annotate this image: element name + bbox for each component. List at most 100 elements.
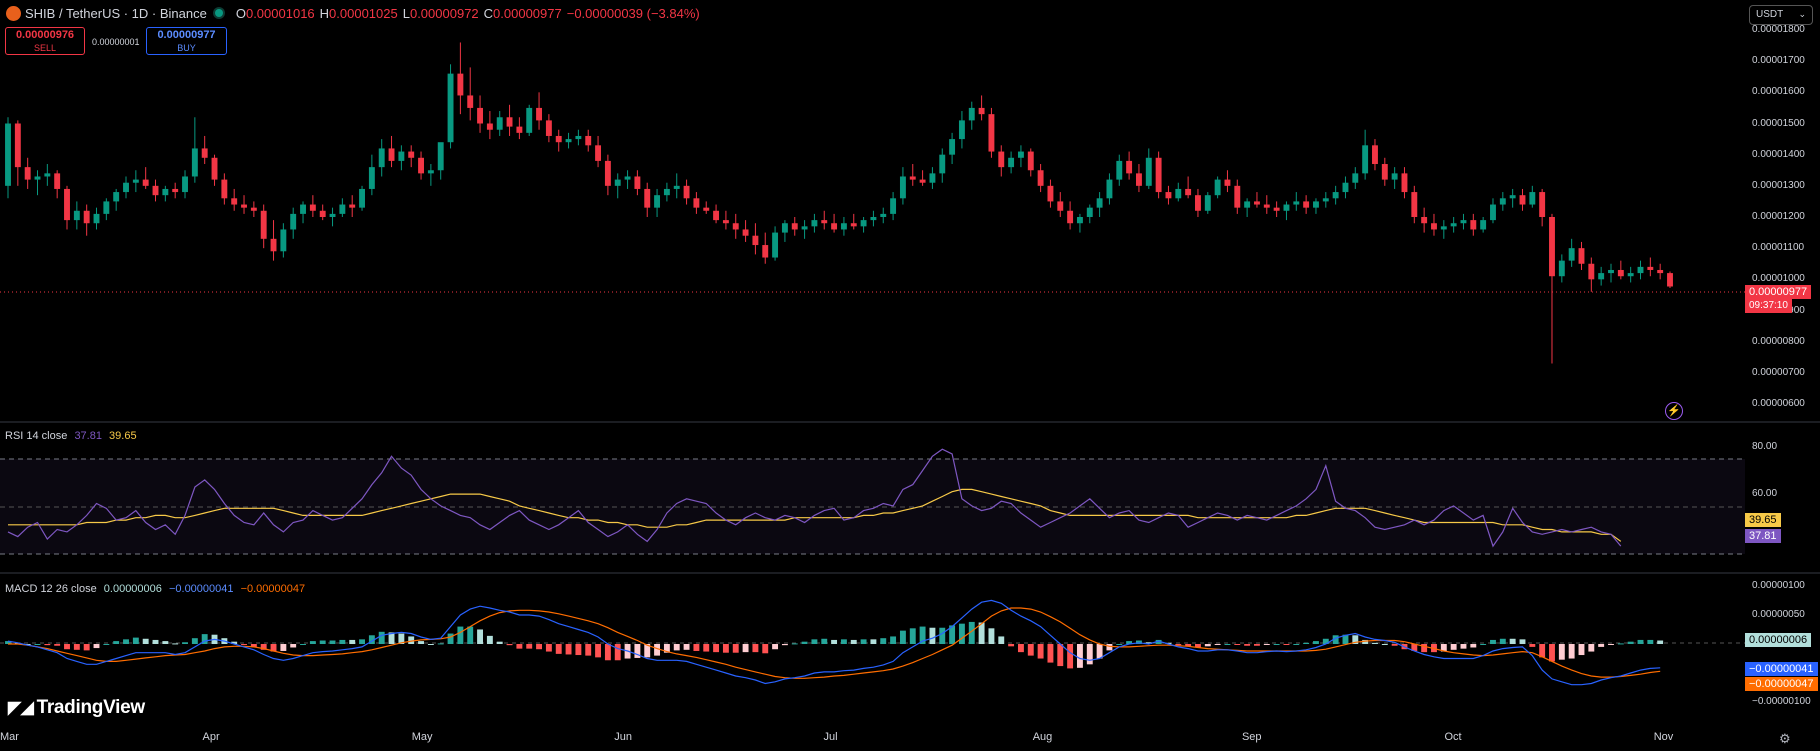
macd-axis-tick: 0.00000050 [1752,608,1805,620]
low-value: 0.00000972 [409,5,479,21]
gear-icon[interactable]: ⚙ [1779,731,1791,746]
macd-hist-bar [1627,641,1634,644]
candle-body [595,145,602,161]
macd-hist-bar [1234,644,1241,645]
macd-hist-bar [890,636,897,644]
macd-hist-bar [772,644,779,650]
candle-body [1549,217,1555,277]
candle-body [14,123,21,168]
buy-button[interactable]: 0.00000977 BUY [146,27,227,55]
candle-body [24,167,31,180]
macd-hist-bar [241,644,247,645]
rsi-title: RSI 14 close [5,430,68,442]
candle-body [1637,266,1644,274]
macd-hist-bar [899,630,906,644]
candle-body [781,223,788,233]
macd-hist-bar [309,641,316,644]
candle-body [398,151,405,161]
candle-body [939,154,946,174]
candle-body [1254,201,1260,205]
candle-body [368,167,375,189]
last-price-label: 0.00000977 [1745,285,1812,299]
macd-hist-bar [1057,644,1064,667]
macd-hist-bar [801,641,808,644]
macd-hist-bar [870,639,877,644]
macd-hist-bar [1460,644,1467,649]
candle-body [250,207,257,211]
macd-hist-bar [73,644,80,650]
macd-hist-bar [162,641,169,644]
candle-body [644,188,651,208]
candle-body [536,107,543,121]
candle-body [722,220,729,224]
price-axis-tick: 0.00001200 [1752,211,1805,222]
candle-body [1362,145,1369,174]
candle-body [860,220,867,227]
candle-body [1401,173,1408,193]
candle-body [791,223,798,230]
macd-hist-bar [1263,644,1270,645]
candle-body [142,179,149,186]
macd-hist-bar [319,640,326,644]
macd-hist-bar [978,622,985,644]
candle-body [1627,273,1634,277]
candle-body [64,188,70,221]
price-axis-tick: 0.00000700 [1752,366,1805,378]
candle-body [1519,195,1526,205]
lightning-icon[interactable]: ⚡ [1665,402,1683,420]
close-value: 0.00000977 [493,5,562,21]
candle-body [1480,220,1487,230]
macd-hist-bar [752,644,759,653]
candle-body [427,170,434,174]
candle-body [319,210,326,217]
macd-legend[interactable]: MACD 12 26 close 0.00000006 −0.00000041 … [5,583,305,595]
symbol-header: SHIB / TetherUS · 1D · Binance O 0.000010… [6,4,700,22]
candle-body [1165,192,1172,199]
macd-hist-bar [1145,642,1152,644]
candle-body [349,204,356,208]
candle-body [1391,173,1398,180]
macd-hist-bar [1598,644,1605,647]
candle-body [693,198,700,208]
market-status-icon[interactable] [214,9,223,17]
macd-hist-bar [565,644,572,655]
macd-hist-bar [1106,644,1113,651]
macd-hist-bar [290,644,297,648]
candle-body [1617,269,1624,277]
candle-body [152,185,159,196]
candle-body [683,185,690,199]
candle-body [1175,188,1182,199]
candle-body [821,220,828,224]
macd-hist-bar [742,644,749,653]
macd-hist-bar [1342,634,1349,644]
macd-hist-bar [1086,644,1093,665]
candle-body [1076,217,1083,224]
time-axis-month: Nov [1653,731,1674,743]
macd-hist-bar [123,639,129,644]
candle-body [378,148,385,168]
price-axis-tick: 0.00000800 [1752,335,1805,347]
symbol-title[interactable]: SHIB / TetherUS · 1D · Binance [25,5,207,21]
candle-body [241,204,247,208]
macd-hist-bar [388,632,395,644]
candle-body [1303,201,1310,208]
macd-hist-bar [1303,642,1310,644]
candle-body [477,107,483,124]
candle-body [1568,248,1575,261]
sell-button[interactable]: 0.00000976 SELL [5,27,85,55]
currency-select[interactable]: USDT ⌄ [1749,5,1813,25]
time-axis-month: Aug [1032,731,1053,743]
rsi-legend[interactable]: RSI 14 close 37.81 39.65 [5,430,137,442]
macd-hist-bar [280,644,287,651]
rsi-legend-value: 37.81 [74,430,102,442]
candle-body [742,229,749,236]
shib-coin-icon [6,5,21,21]
tradingview-logo[interactable]: ◤◢ TradingView [8,697,145,719]
candle-body [182,176,188,193]
candle-body [585,135,592,146]
macd-hist-bar [1480,644,1487,645]
candle-body [1214,179,1221,196]
macd-hist-bar [506,644,513,646]
candle-body [1263,204,1270,208]
